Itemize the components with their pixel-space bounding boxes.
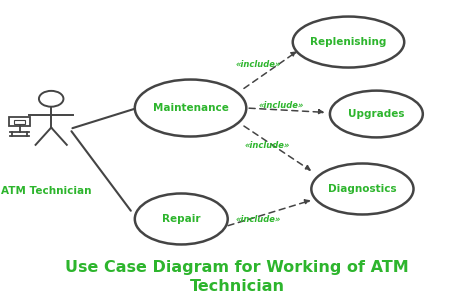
Text: Diagnostics: Diagnostics [328,184,397,194]
Bar [9,117,30,126]
Bar [14,120,25,124]
Ellipse shape [330,91,423,137]
Text: «include»: «include» [235,60,281,69]
Ellipse shape [293,17,404,68]
Ellipse shape [135,193,228,244]
Ellipse shape [311,163,413,215]
Text: Repair: Repair [162,214,201,224]
Text: «include»: «include» [235,215,281,224]
Text: Use Case Diagram for Working of ATM
Technician: Use Case Diagram for Working of ATM Tech… [65,260,409,294]
Text: Maintenance: Maintenance [153,103,228,113]
Text: ATM Technician: ATM Technician [1,186,92,196]
Text: «include»: «include» [245,141,290,150]
Text: Upgrades: Upgrades [348,109,405,119]
Text: «include»: «include» [258,101,304,110]
Ellipse shape [135,80,246,136]
Text: Replenishing: Replenishing [310,37,387,47]
